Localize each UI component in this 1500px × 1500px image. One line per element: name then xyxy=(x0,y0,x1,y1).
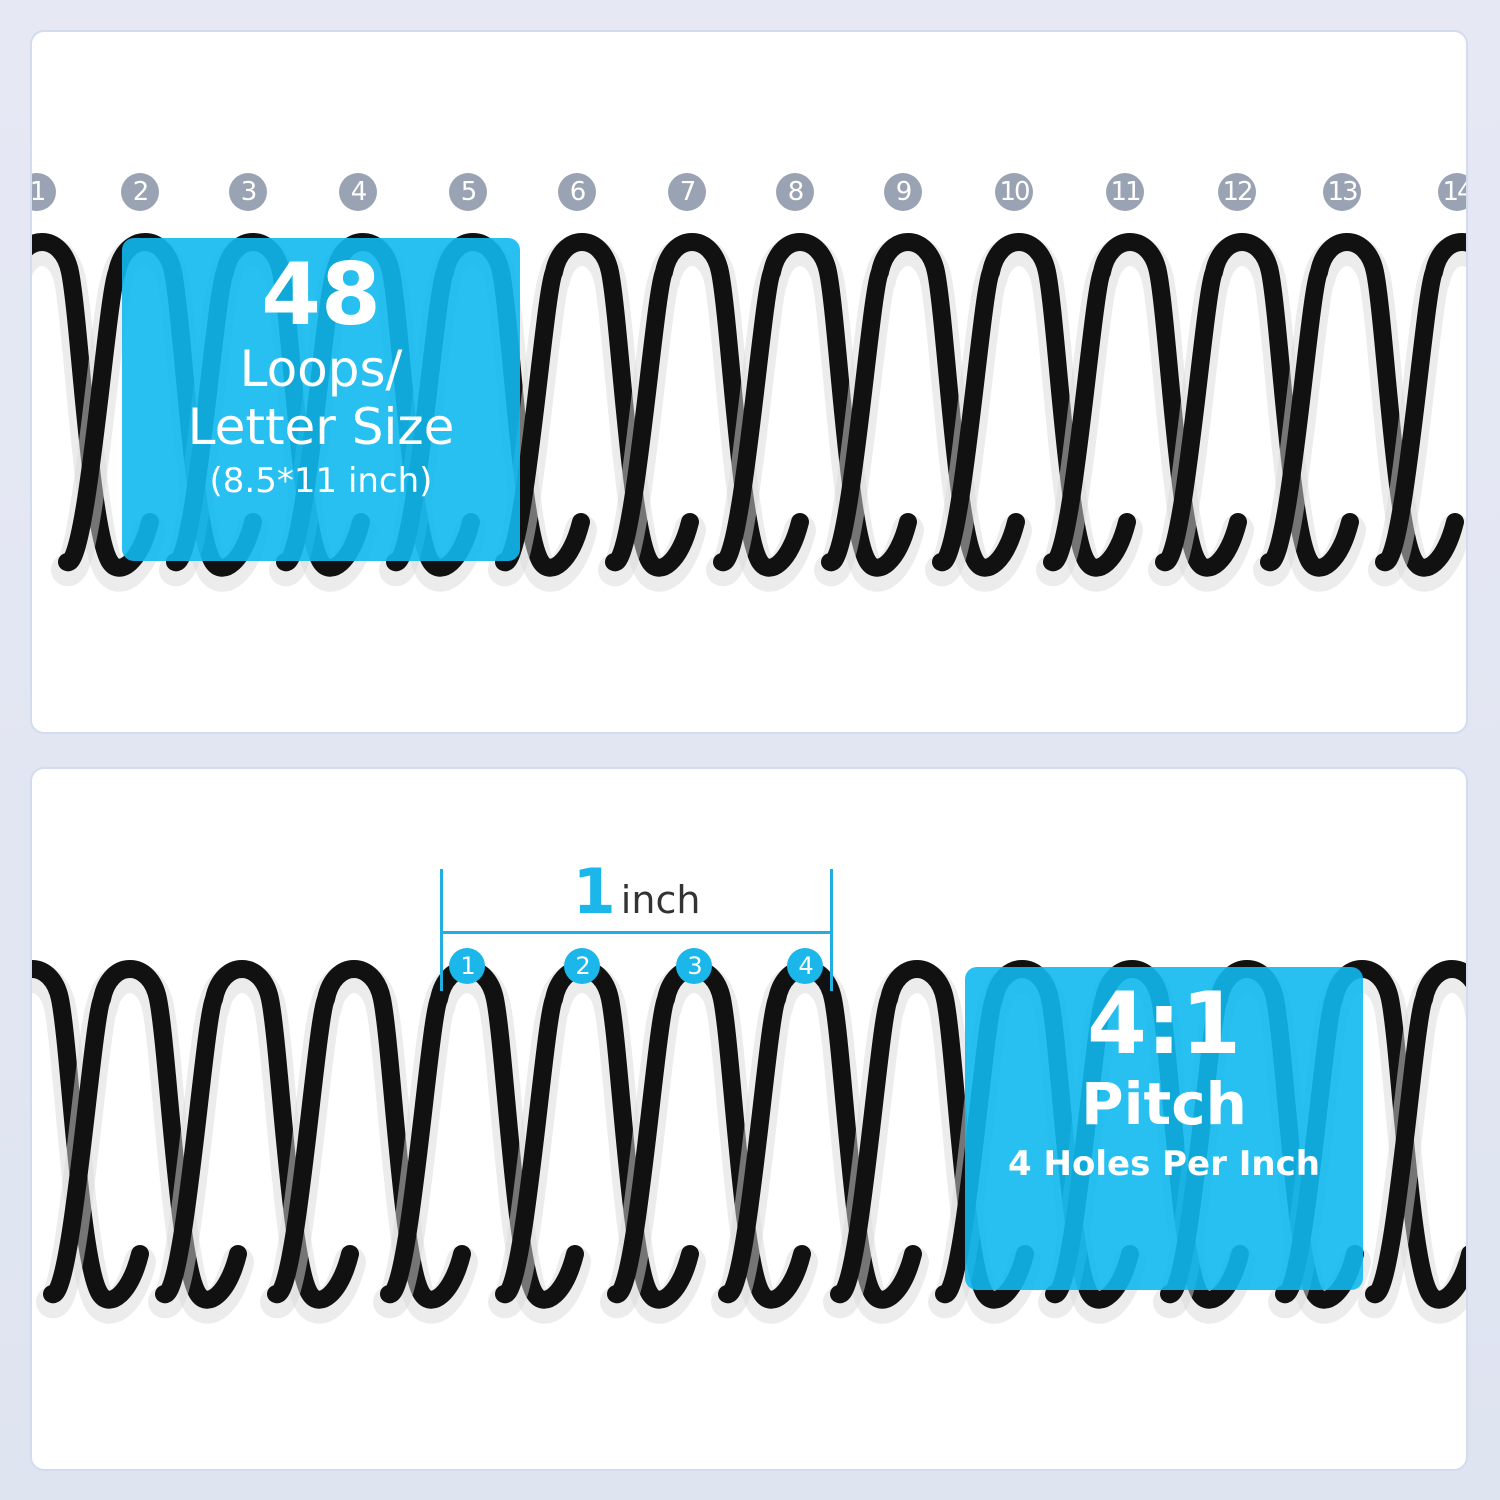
spring-loop xyxy=(43,960,247,1309)
loop-count-badge: 48 Loops/ Letter Size (8.5*11 inch) xyxy=(122,238,520,561)
spring-loop xyxy=(607,960,811,1309)
spring-loop xyxy=(495,960,699,1309)
spring-loop xyxy=(1043,233,1247,577)
ruler-value: 1 xyxy=(572,855,616,928)
size-label: Letter Size xyxy=(187,398,455,456)
spring-loop xyxy=(267,960,471,1309)
pitch-value: 4:1 xyxy=(1086,974,1242,1074)
spring-coil-image xyxy=(32,233,1466,592)
loop-number: 14 xyxy=(1438,173,1466,211)
loop-number: 12 xyxy=(1218,173,1256,211)
loop-count-label: Loops/ xyxy=(239,340,403,398)
loop-number: 11 xyxy=(1106,173,1144,211)
one-inch-ruler: 1 inch xyxy=(440,855,833,991)
spring-loop xyxy=(495,233,699,577)
spring-loop xyxy=(830,960,1034,1309)
spring-loop xyxy=(718,960,922,1309)
spring-loop xyxy=(713,233,917,577)
loop-number: 3 xyxy=(229,173,267,211)
loop-number: 2 xyxy=(121,173,159,211)
spring-loop xyxy=(932,233,1136,577)
spring-loop xyxy=(1375,233,1466,572)
loop-number: 8 xyxy=(776,173,814,211)
hole-number: 3 xyxy=(676,948,712,984)
loop-number: 13 xyxy=(1323,173,1361,211)
hole-number: 2 xyxy=(564,948,600,984)
size-dimensions: (8.5*11 inch) xyxy=(209,461,433,501)
pitch-label: Pitch xyxy=(1081,1070,1247,1138)
loop-number: 10 xyxy=(995,173,1033,211)
loop-number: 4 xyxy=(339,173,377,211)
loop-count-value: 48 xyxy=(261,245,381,345)
spring-loop xyxy=(605,233,809,577)
loop-number: 5 xyxy=(449,173,487,211)
spring-loop xyxy=(1260,233,1464,577)
loop-number: 6 xyxy=(558,173,596,211)
holes-per-inch: 4 Holes Per Inch xyxy=(1008,1144,1320,1184)
ruler-unit: inch xyxy=(620,878,701,922)
spring-loop xyxy=(1155,233,1359,577)
spring-loop xyxy=(821,233,1025,577)
pitch-badge: 4:1 Pitch 4 Holes Per Inch xyxy=(965,967,1363,1290)
spring-loop xyxy=(32,960,149,1309)
hole-number: 1 xyxy=(449,948,485,984)
spring-loop xyxy=(155,960,359,1309)
spring-loop xyxy=(1365,960,1466,1304)
pitch-panel: 1 inch 1 2 3 4 4:1 Pitch 4 Holes Per Inch xyxy=(30,767,1468,1471)
spring-loop xyxy=(380,960,584,1309)
loop-number: 9 xyxy=(884,173,922,211)
spring-loop xyxy=(32,233,159,577)
hole-number: 4 xyxy=(787,948,823,984)
loop-number: 7 xyxy=(668,173,706,211)
